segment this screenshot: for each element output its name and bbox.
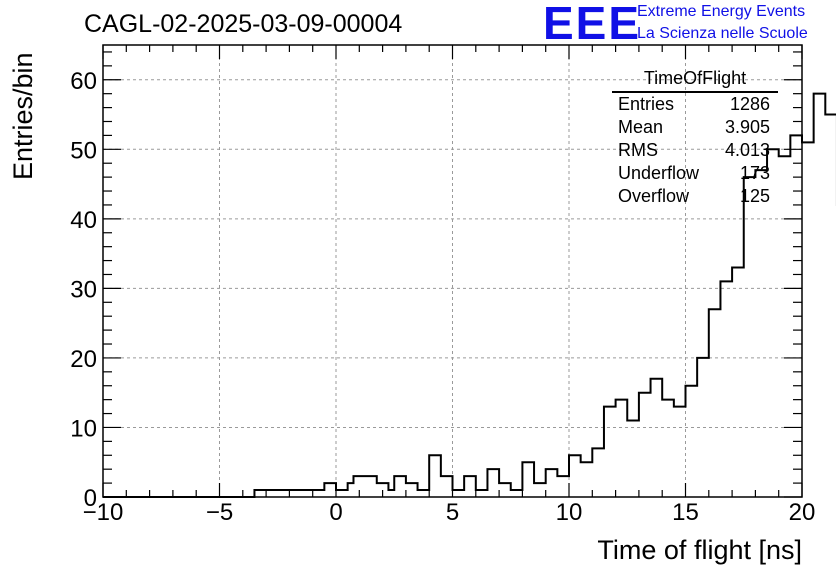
histogram-line bbox=[103, 92, 836, 498]
x-tick-label: −5 bbox=[206, 499, 233, 526]
stats-box: TimeOfFlight Entries 1286 Mean 3.905 RMS… bbox=[612, 68, 778, 208]
axis-ticks bbox=[102, 45, 803, 498]
y-tick-label: 30 bbox=[70, 276, 97, 303]
x-tick-label: 15 bbox=[672, 499, 699, 526]
stats-label: Overflow bbox=[618, 186, 690, 206]
stats-label: RMS bbox=[618, 140, 658, 160]
y-tick-label: 0 bbox=[84, 485, 97, 512]
x-axis-title: Time of flight [ns] bbox=[597, 535, 802, 565]
y-tick-label: 40 bbox=[70, 207, 97, 234]
x-tick-label: 20 bbox=[789, 499, 816, 526]
stats-value: 4.013 bbox=[724, 140, 770, 160]
stats-row-mean: Mean 3.905 bbox=[612, 116, 778, 139]
stats-value: 173 bbox=[739, 163, 770, 183]
x-tick-label: −10 bbox=[83, 499, 124, 526]
histogram-series bbox=[103, 92, 836, 498]
stats-value: 3.905 bbox=[724, 117, 770, 137]
stats-value: 125 bbox=[739, 186, 770, 206]
stats-label: Entries bbox=[618, 94, 675, 114]
run-title: CAGL-02-2025-03-09-00004 bbox=[84, 10, 403, 38]
stats-label: Mean bbox=[618, 117, 664, 137]
stats-title: TimeOfFlight bbox=[612, 68, 778, 93]
y-tick-label: 60 bbox=[70, 68, 97, 95]
x-tick-label: 0 bbox=[329, 499, 342, 526]
stats-row-entries: Entries 1286 bbox=[612, 93, 778, 116]
y-tick-label: 10 bbox=[70, 415, 97, 442]
y-axis-title: Entries/bin bbox=[8, 52, 38, 180]
tick-labels: −10 −5 0 5 10 15 20 0 10 20 30 40 50 60 bbox=[70, 68, 815, 526]
eee-logo: EEE bbox=[543, 0, 642, 49]
stats-row-underflow: Underflow 173 bbox=[612, 162, 778, 185]
stats-row-overflow: Overflow 125 bbox=[612, 185, 778, 208]
stats-row-rms: RMS 4.013 bbox=[612, 139, 778, 162]
stats-label: Underflow bbox=[618, 163, 700, 183]
y-tick-label: 20 bbox=[70, 346, 97, 373]
logo-subtitle-2: La Scienza nelle Scuole bbox=[637, 25, 808, 42]
x-tick-label: 10 bbox=[556, 499, 583, 526]
y-tick-label: 50 bbox=[70, 137, 97, 164]
logo-subtitle-1: Extreme Energy Events bbox=[637, 3, 806, 20]
stats-value: 1286 bbox=[729, 94, 770, 114]
grid-lines bbox=[103, 45, 802, 497]
x-tick-label: 5 bbox=[446, 499, 459, 526]
